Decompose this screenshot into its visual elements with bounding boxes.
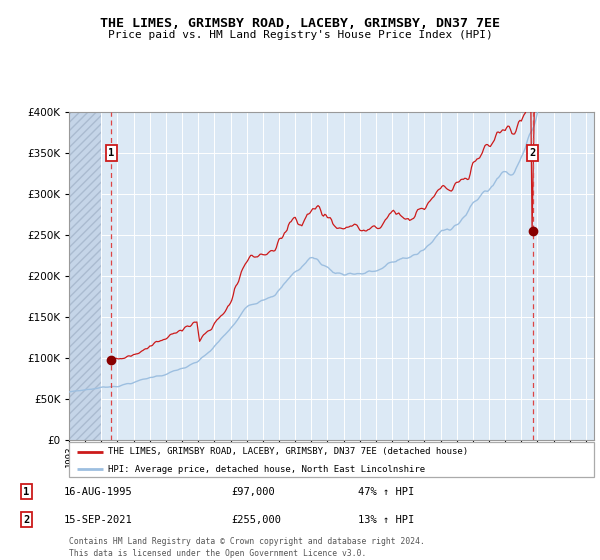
Text: Price paid vs. HM Land Registry's House Price Index (HPI): Price paid vs. HM Land Registry's House … <box>107 30 493 40</box>
Text: 47% ↑ HPI: 47% ↑ HPI <box>358 487 414 497</box>
Text: HPI: Average price, detached house, North East Lincolnshire: HPI: Average price, detached house, Nort… <box>109 465 425 474</box>
Text: 16-AUG-1995: 16-AUG-1995 <box>64 487 133 497</box>
Text: 1: 1 <box>23 487 29 497</box>
Text: Contains HM Land Registry data © Crown copyright and database right 2024.
This d: Contains HM Land Registry data © Crown c… <box>69 537 425 558</box>
Text: 1: 1 <box>108 148 115 158</box>
Text: 13% ↑ HPI: 13% ↑ HPI <box>358 515 414 525</box>
Text: 2: 2 <box>530 148 536 158</box>
FancyBboxPatch shape <box>69 442 594 477</box>
Text: THE LIMES, GRIMSBY ROAD, LACEBY, GRIMSBY, DN37 7EE: THE LIMES, GRIMSBY ROAD, LACEBY, GRIMSBY… <box>100 17 500 30</box>
Text: 15-SEP-2021: 15-SEP-2021 <box>64 515 133 525</box>
Text: £97,000: £97,000 <box>231 487 275 497</box>
Bar <box>69 112 101 440</box>
Text: £255,000: £255,000 <box>231 515 281 525</box>
Text: 2: 2 <box>23 515 29 525</box>
Text: THE LIMES, GRIMSBY ROAD, LACEBY, GRIMSBY, DN37 7EE (detached house): THE LIMES, GRIMSBY ROAD, LACEBY, GRIMSBY… <box>109 447 469 456</box>
